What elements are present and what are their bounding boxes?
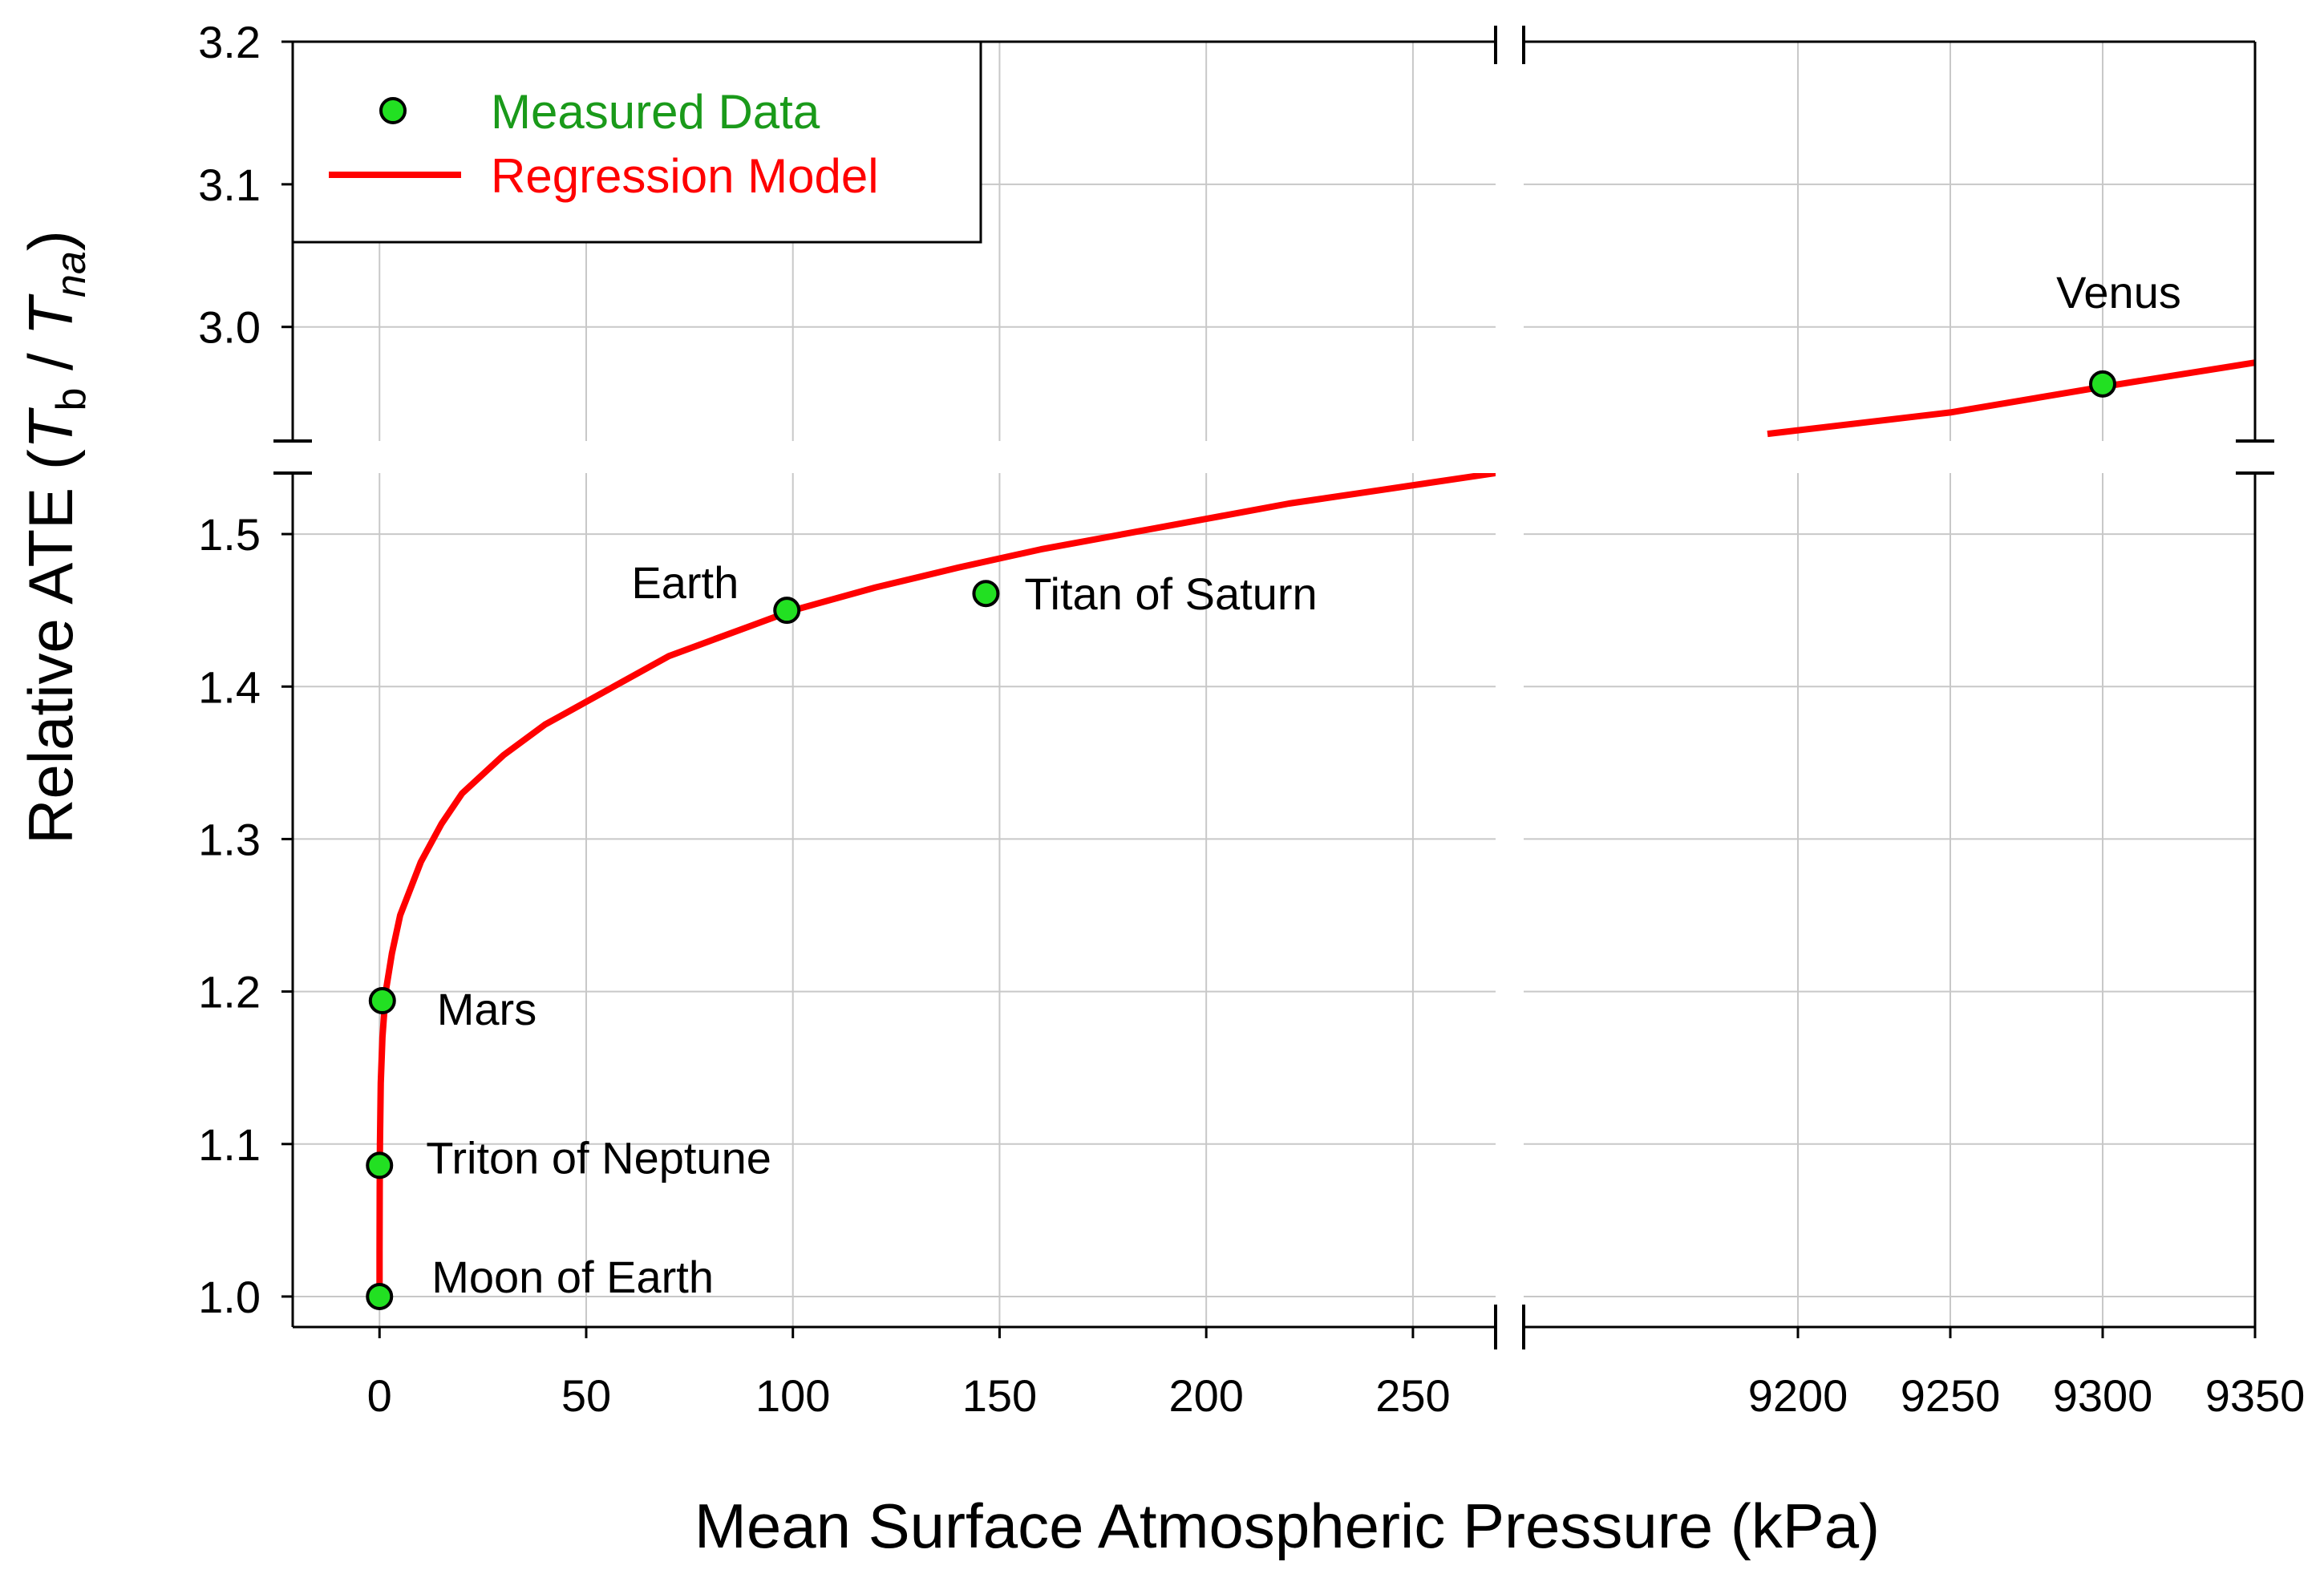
y-tick-label: 1.5 <box>198 509 261 560</box>
legend: Measured Data Regression Model <box>291 40 982 244</box>
x-tick-label: 150 <box>962 1370 1037 1421</box>
y-axis-title-t2: T <box>15 293 86 336</box>
data-label-titan-of-saturn: Titan of Saturn <box>1024 568 1317 619</box>
x-tick-label: 200 <box>1168 1370 1243 1421</box>
y-axis-title-sub2: na <box>48 251 95 297</box>
data-label-triton-of-neptune: Triton of Neptune <box>426 1132 771 1183</box>
data-label-mars: Mars <box>437 984 536 1034</box>
data-point-moon-of-earth <box>366 1282 394 1310</box>
x-tick-label: 9300 <box>2053 1370 2153 1421</box>
data-point-mars <box>368 987 396 1015</box>
y-tick-label: 1.2 <box>198 967 261 1018</box>
x-tick-label: 100 <box>755 1370 830 1421</box>
tick-labels: 1.0 1.1 1.2 1.3 1.4 1.5 3.0 3.1 3.2 0 50 100 150 200 2… <box>198 17 2305 1421</box>
x-tick-label: 9200 <box>1748 1370 1848 1421</box>
x-tick-label: 0 <box>367 1370 392 1421</box>
regression-curve-high <box>1767 359 2255 438</box>
y-tick-label: 3.0 <box>198 302 261 353</box>
data-label-earth: Earth <box>631 557 739 608</box>
x-tick-label: 50 <box>561 1370 611 1421</box>
data-point-venus <box>2089 370 2116 398</box>
x-axis-title: Mean Surface Atmospheric Pressure (kPa) <box>694 1491 1880 1561</box>
legend-label-model: Regression Model <box>491 149 879 203</box>
data-points: Moon of Earth Triton of Neptune Mars Earth T… <box>366 267 2181 1310</box>
data-point-triton-of-neptune <box>366 1151 394 1179</box>
y-tick-label: 1.4 <box>198 662 261 712</box>
legend-label-measured: Measured Data <box>491 85 820 139</box>
y-axis-title-sub1: b <box>48 388 95 411</box>
x-tick-label: 250 <box>1375 1370 1450 1421</box>
y-tick-label: 3.2 <box>198 17 261 67</box>
data-point-earth <box>773 597 801 625</box>
regression-curve-low <box>376 473 1496 1297</box>
data-point-titan-of-saturn <box>972 580 1000 608</box>
legend-box <box>291 40 982 244</box>
y-axis-title-suffix: ) <box>15 230 86 251</box>
y-axis-title-prefix: Relative ATE ( <box>15 449 86 844</box>
y-axis-title: Relative ATE (Tb / Tna) <box>15 230 95 844</box>
y-tick-label: 1.1 <box>198 1119 261 1170</box>
regression-curves <box>376 359 2255 1297</box>
data-label-moon-of-earth: Moon of Earth <box>431 1252 714 1302</box>
y-axis-title-t1: T <box>15 407 86 449</box>
x-tick-label: 9350 <box>2205 1370 2306 1421</box>
data-label-venus: Venus <box>2056 267 2181 318</box>
y-tick-label: 1.0 <box>198 1272 261 1322</box>
y-tick-label: 3.1 <box>198 160 261 210</box>
legend-marker-icon <box>379 97 407 124</box>
y-tick-label: 1.3 <box>198 814 261 864</box>
y-axis-title-mid: / <box>15 336 86 388</box>
x-tick-label: 9250 <box>1901 1370 2001 1421</box>
